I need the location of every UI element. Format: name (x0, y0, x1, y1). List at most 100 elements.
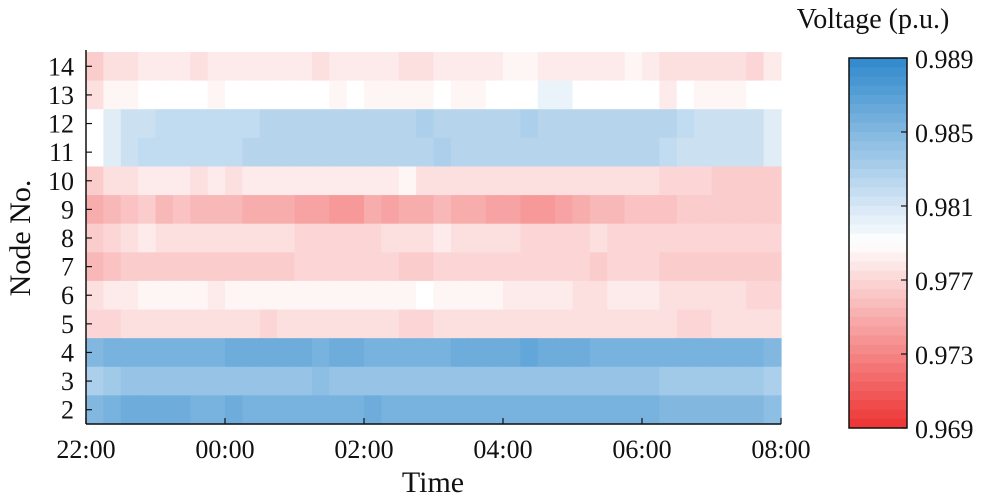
heatmap-cell-node-2 (155, 395, 174, 425)
heatmap-cell-node-12 (746, 109, 765, 139)
heatmap-cell-node-7 (468, 252, 487, 282)
heatmap-cell-node-6 (364, 280, 382, 311)
heatmap-cell-node-5 (642, 309, 660, 339)
y-tick-label: 13 (48, 81, 74, 110)
heatmap-cell-node-10 (572, 166, 591, 196)
heatmap-cell-node-12 (416, 109, 435, 139)
heatmap-cell-node-3 (555, 366, 574, 396)
heatmap-cell-node-2 (676, 395, 695, 425)
heatmap-cell-node-14 (398, 52, 417, 82)
x-tick-label: 22:00 (56, 435, 115, 464)
heatmap-cell-node-2 (711, 395, 730, 425)
heatmap-cell-node-2 (746, 395, 765, 425)
heatmap-cell-node-9 (520, 195, 539, 225)
heatmap-cell-node-14 (381, 52, 400, 82)
heatmap-cell-node-5 (763, 309, 782, 339)
heatmap-cell-node-10 (416, 166, 435, 196)
heatmap-cell-node-4 (433, 338, 452, 368)
colorbar-tick-labels: 0.989 0.985 0.981 0.977 0.973 0.969 (915, 45, 974, 444)
heatmap-cell-node-8 (346, 223, 365, 253)
heatmap-cell-node-13 (589, 80, 608, 110)
heatmap-cell-node-14 (172, 52, 191, 82)
heatmap-cell-node-4 (607, 338, 626, 368)
heatmap-cell-node-9 (642, 195, 660, 225)
heatmap-cell-node-11 (468, 137, 487, 168)
heatmap-cell-node-12 (485, 109, 504, 139)
heatmap-cell-node-14 (346, 52, 365, 82)
heatmap-cell-node-7 (728, 252, 747, 282)
heatmap-cell-node-6 (225, 280, 243, 311)
heatmap-cell-node-14 (450, 52, 469, 82)
heatmap-cell-node-5 (537, 309, 556, 339)
heatmap-cell-node-13 (520, 80, 539, 110)
heatmap-cell-node-2 (398, 395, 417, 425)
heatmap-cell-node-9 (329, 195, 348, 225)
heatmap-cell-node-3 (589, 366, 608, 396)
heatmap-cell-node-2 (572, 395, 591, 425)
heatmap-cell-node-12 (676, 109, 695, 139)
colorbar-band (849, 400, 907, 410)
heatmap-cell-node-5 (259, 309, 278, 339)
heatmap-cell-node-14 (589, 52, 608, 82)
heatmap-cell-node-3 (311, 366, 330, 396)
x-tick-label: 02:00 (334, 435, 393, 464)
heatmap-cell-node-9 (433, 195, 452, 225)
heatmap-cell-node-3 (450, 366, 469, 396)
heatmap-cell-node-3 (537, 366, 556, 396)
heatmap-cell-node-11 (450, 137, 469, 168)
heatmap-cell-node-9 (694, 195, 713, 225)
heatmap-cell-node-9 (364, 195, 382, 225)
heatmap-cell-node-2 (468, 395, 487, 425)
heatmap-cell-node-2 (86, 395, 104, 425)
heatmap-cell-node-14 (225, 52, 243, 82)
heatmap-cell-node-11 (642, 137, 660, 168)
heatmap-cell-node-12 (398, 109, 417, 139)
heatmap-cell-node-8 (450, 223, 469, 253)
heatmap-cell-node-12 (259, 109, 278, 139)
heatmap-cell-node-11 (172, 137, 191, 168)
heatmap-cell-node-3 (259, 366, 278, 396)
heatmap-cell-node-11 (155, 137, 174, 168)
heatmap-cell-node-2 (277, 395, 296, 425)
heatmap-cell-node-9 (277, 195, 296, 225)
heatmap-cell-node-10 (329, 166, 348, 196)
heatmap-cell-node-2 (642, 395, 660, 425)
heatmap-cell-node-4 (485, 338, 504, 368)
heatmap-cell-node-7 (311, 252, 330, 282)
heatmap-cell-node-10 (120, 166, 139, 196)
heatmap-cell-node-12 (607, 109, 626, 139)
heatmap-cell-node-3 (572, 366, 591, 396)
heatmap-cell-node-13 (607, 80, 626, 110)
heatmap-cell-node-9 (120, 195, 139, 225)
heatmap-cell-node-14 (311, 52, 330, 82)
heatmap-cell-node-10 (294, 166, 313, 196)
heatmap-cell-node-14 (468, 52, 487, 82)
heatmap-cell-node-2 (259, 395, 278, 425)
heatmap-cell-node-8 (225, 223, 243, 253)
heatmap-cell-node-5 (694, 309, 713, 339)
heatmap-cell-node-2 (624, 395, 643, 425)
colorbar-band (849, 233, 907, 244)
heatmap-cell-node-13 (503, 80, 521, 110)
heatmap-cell-node-8 (503, 223, 521, 253)
heatmap-cell-node-4 (746, 338, 765, 368)
heatmap-cell-node-6 (763, 280, 782, 311)
heatmap-cell-node-12 (659, 109, 678, 139)
heatmap-cell-node-12 (711, 109, 730, 139)
heatmap-cell-node-6 (589, 280, 608, 311)
heatmap-cell-node-5 (398, 309, 417, 339)
heatmap-cell-node-4 (172, 338, 191, 368)
heatmap-cell-node-6 (207, 280, 226, 311)
heatmap-cell-node-12 (503, 109, 521, 139)
heatmap-cell-node-7 (86, 252, 104, 282)
heatmap-cell-node-10 (364, 166, 382, 196)
colorbar-tick-label: 0.989 (915, 45, 974, 74)
heatmap-cell-node-10 (503, 166, 521, 196)
heatmap-cell-node-11 (120, 137, 139, 168)
heatmap-cell-node-10 (155, 166, 174, 196)
heatmap-cell-node-6 (277, 280, 296, 311)
heatmap-cell-node-4 (589, 338, 608, 368)
heatmap-cell-node-6 (676, 280, 695, 311)
y-tick-label: 4 (61, 338, 74, 367)
heatmap-cell-node-5 (503, 309, 521, 339)
